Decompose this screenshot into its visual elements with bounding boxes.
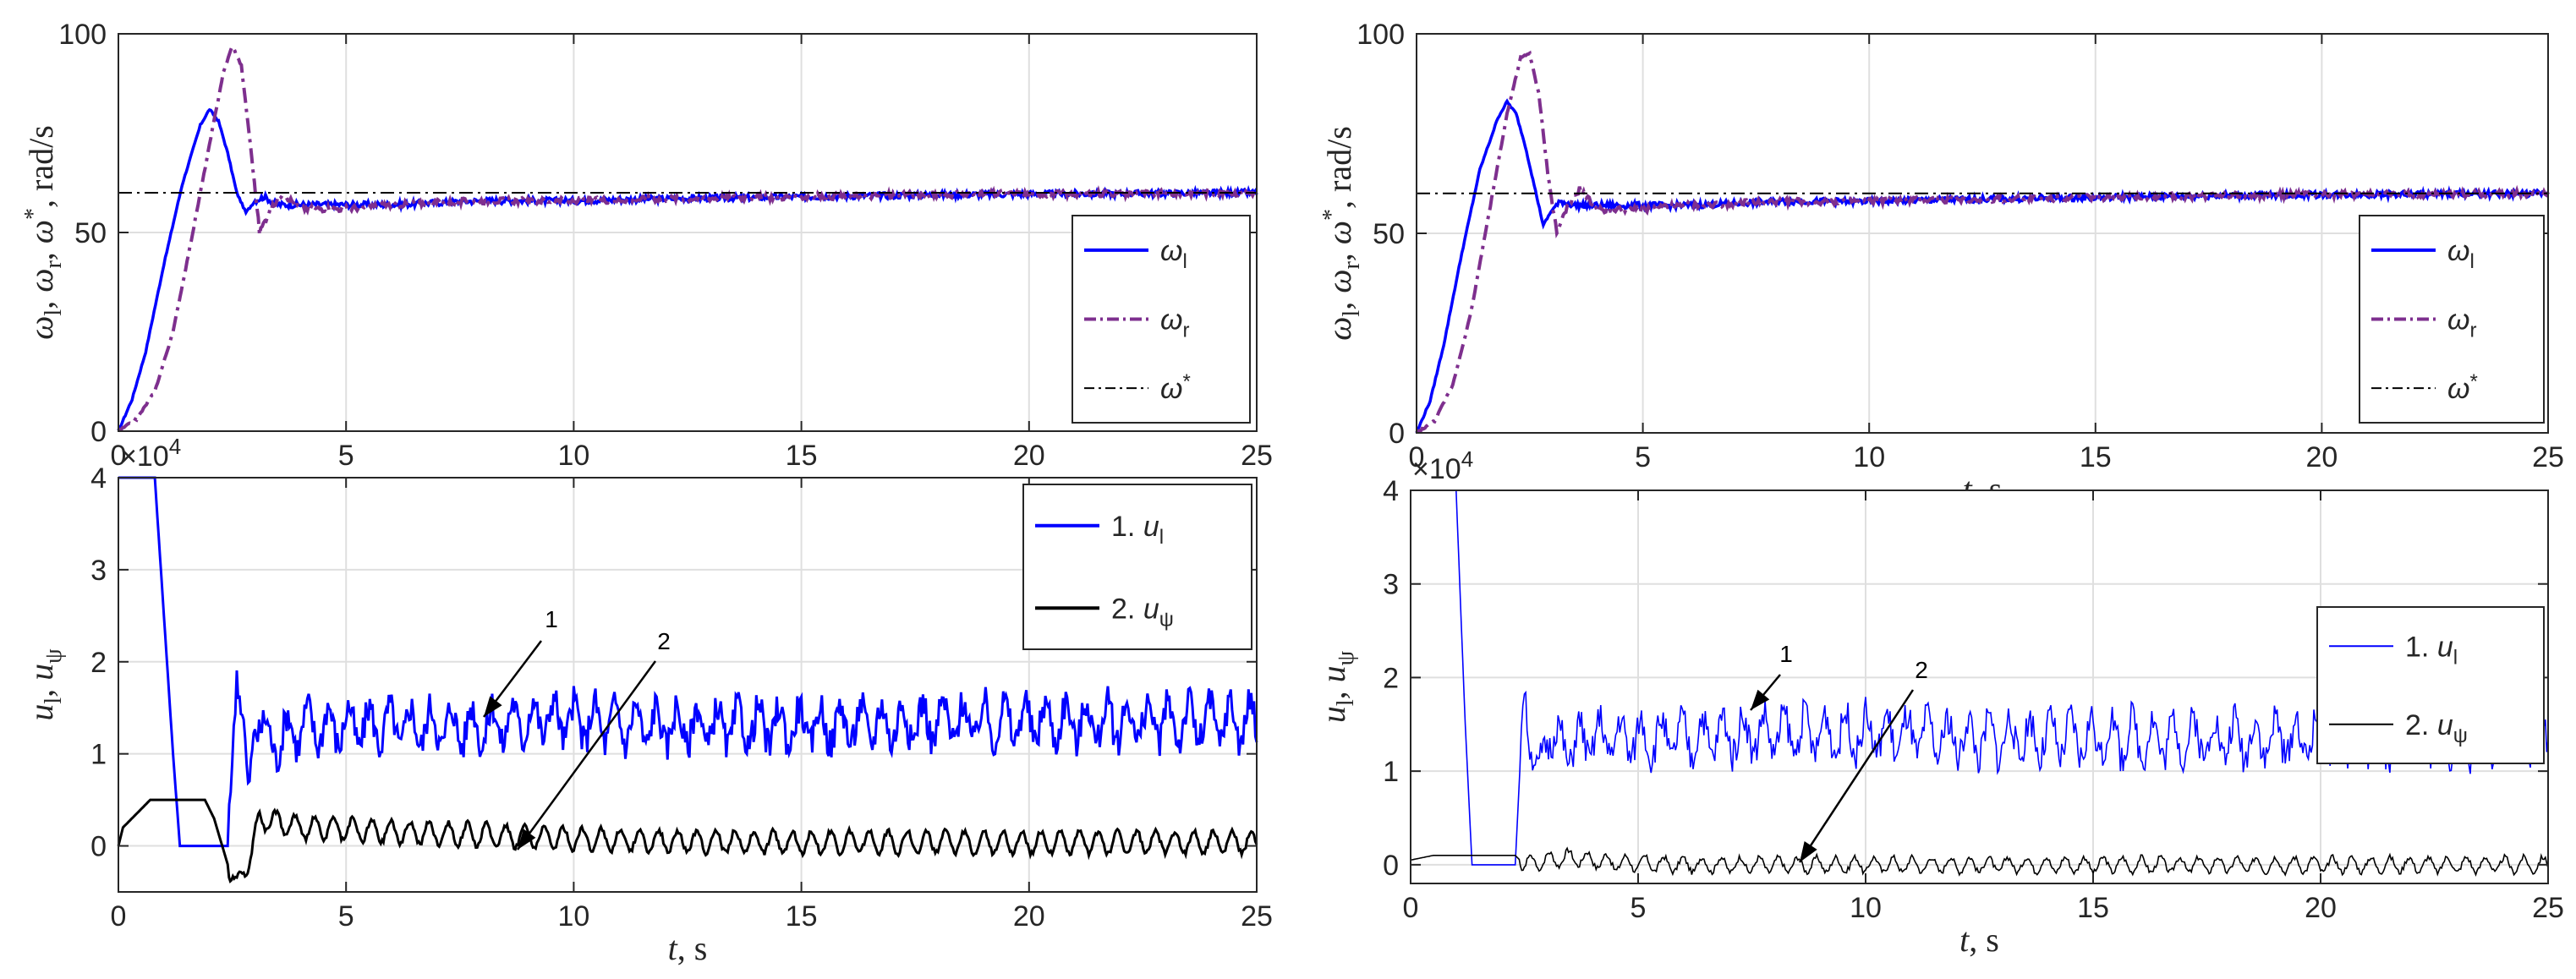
legend-box (1022, 484, 1252, 650)
y-axis-label: ωl​, ωr​, ω*​, rad/s (1318, 126, 1365, 341)
axis-exponent-label: ×104 (120, 434, 181, 473)
legend-label: ω*​ (2447, 370, 2478, 405)
y-tick-label: 0 (90, 416, 107, 448)
y-tick-label: 2 (1383, 662, 1399, 694)
y-tick-label: 0 (1383, 850, 1399, 882)
x-tick-label: 25 (1241, 900, 1273, 933)
annotation-label: 1 (1779, 641, 1793, 667)
x-tick-label: 25 (2532, 441, 2564, 473)
y-tick-label: 50 (74, 217, 107, 249)
x-tick-label: 10 (1850, 892, 1882, 924)
annotation-arrow-head (484, 696, 502, 717)
x-tick-label: 15 (2080, 441, 2112, 473)
series-1-line (118, 476, 1258, 848)
y-tick-label: 0 (90, 831, 107, 863)
annotation-arrow-head (1800, 840, 1817, 862)
x-axis-label: t, s (1959, 921, 1999, 959)
x-tick-label: 20 (2305, 892, 2337, 924)
y-tick-label: 1 (90, 739, 107, 771)
y-tick-label: 3 (1383, 569, 1399, 601)
annotation-arrow-head (1751, 689, 1770, 710)
legend-label: ω*​ (1160, 370, 1191, 405)
legend-label: ωl​ (1160, 235, 1187, 273)
legend-label: ωl​ (2447, 235, 2475, 273)
x-tick-label: 20 (1013, 900, 1045, 933)
y-tick-label: 4 (1383, 475, 1399, 507)
y-axis-label: ωl​, ωr​, ω*​, rad/s (20, 125, 67, 340)
x-tick-label: 0 (1403, 892, 1419, 924)
x-tick-label: 5 (1635, 441, 1651, 473)
x-tick-label: 25 (1241, 440, 1273, 472)
y-tick-label: 100 (58, 19, 107, 51)
legend-box (2316, 606, 2545, 764)
annotation-arrow-shaft (1798, 689, 1915, 863)
y-tick-label: 0 (1389, 418, 1405, 450)
y-tick-label: 100 (1357, 19, 1405, 51)
y-axis-label: ul​, uψ​ (1314, 650, 1359, 723)
x-tick-label: 0 (111, 440, 127, 472)
annotation-arrow-head (518, 829, 536, 850)
axes-frame (1410, 490, 2549, 884)
x-tick-label: 25 (2532, 892, 2564, 924)
legend-label: ωr​ (2447, 304, 2476, 342)
series-2-line (117, 798, 1258, 883)
axis-exponent-label: ×104 (1412, 446, 1473, 485)
annotation-label: 1 (545, 606, 558, 632)
x-tick-label: 0 (1409, 441, 1425, 473)
series-2-line (1415, 50, 2550, 435)
legend-label: ωr​ (1160, 304, 1189, 342)
legend-label: 1. ul​ (1111, 511, 1164, 549)
x-tick-label: 15 (786, 900, 818, 933)
y-tick-label: 4 (90, 462, 107, 495)
x-tick-label: 15 (2077, 892, 2109, 924)
legend-label: 1. ul​ (2405, 631, 2458, 669)
x-tick-label: 15 (786, 440, 818, 472)
axes-frame (118, 477, 1258, 893)
y-tick-label: 2 (90, 647, 107, 679)
x-tick-label: 20 (2305, 441, 2338, 473)
x-tick-label: 5 (1631, 892, 1647, 924)
legend-label: 2. uψ​ (2405, 709, 2468, 747)
series-2-line (1410, 846, 2549, 878)
x-tick-label: 10 (557, 900, 589, 933)
x-tick-label: 0 (111, 900, 127, 933)
x-tick-label: 20 (1013, 440, 1045, 472)
chart-bottom-right: 0 5 10 15 20 25 0 1 2 3 4 ×104 t, s ul​, uψ​ 1. ul​ 2. … (1314, 446, 2564, 959)
x-tick-label: 10 (557, 440, 589, 472)
y-tick-label: 1 (1383, 756, 1399, 788)
x-tick-label: 5 (338, 900, 354, 933)
series-2-line (117, 43, 1258, 433)
x-tick-label: 10 (1853, 441, 1885, 473)
x-tick-label: 5 (338, 440, 354, 472)
annotation-arrow-shaft (516, 660, 657, 850)
x-axis-label: t, s (668, 929, 708, 967)
y-tick-label: 3 (90, 555, 107, 587)
y-axis-label: ul​, uψ​ (22, 648, 67, 721)
legend-label: 2. uψ​ (1111, 593, 1174, 631)
annotation-label: 2 (657, 628, 671, 654)
y-tick-label: 50 (1373, 218, 1405, 250)
annotation-label: 2 (1915, 657, 1928, 683)
